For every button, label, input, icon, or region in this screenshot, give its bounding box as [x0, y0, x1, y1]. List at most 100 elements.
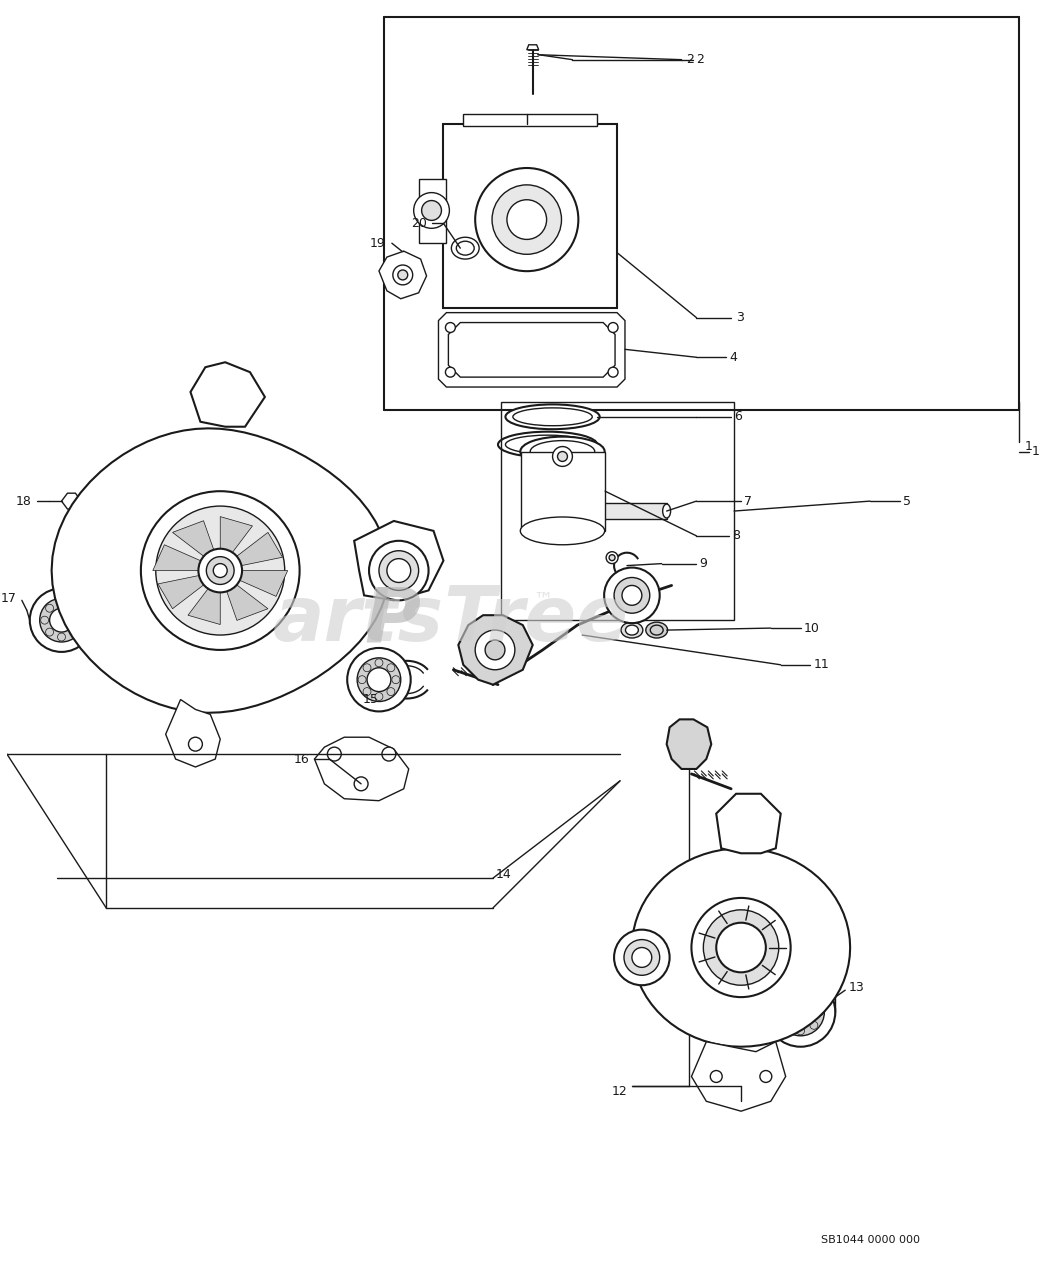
Circle shape — [475, 630, 515, 669]
Circle shape — [387, 687, 395, 695]
Circle shape — [30, 589, 93, 652]
Text: 18: 18 — [16, 494, 31, 508]
Polygon shape — [188, 579, 220, 625]
Circle shape — [379, 550, 419, 590]
Circle shape — [70, 628, 77, 636]
Polygon shape — [51, 429, 388, 713]
Circle shape — [608, 323, 618, 333]
Circle shape — [41, 616, 49, 625]
Circle shape — [485, 640, 505, 660]
Ellipse shape — [451, 237, 479, 259]
Circle shape — [375, 692, 383, 700]
Circle shape — [40, 598, 84, 643]
Circle shape — [348, 648, 410, 712]
Circle shape — [207, 557, 234, 585]
Circle shape — [354, 777, 369, 791]
Text: arts: arts — [272, 584, 444, 657]
Text: 6: 6 — [734, 411, 742, 424]
Ellipse shape — [663, 504, 670, 518]
Circle shape — [507, 200, 547, 239]
Ellipse shape — [456, 241, 474, 255]
Ellipse shape — [607, 552, 618, 563]
Text: 12: 12 — [611, 1085, 627, 1098]
Polygon shape — [62, 493, 81, 509]
Polygon shape — [172, 521, 217, 563]
Ellipse shape — [513, 408, 592, 426]
Ellipse shape — [530, 440, 595, 462]
Polygon shape — [314, 737, 408, 801]
Circle shape — [363, 687, 371, 695]
Polygon shape — [166, 700, 220, 767]
Circle shape — [156, 506, 285, 635]
Circle shape — [614, 929, 669, 986]
Circle shape — [716, 923, 766, 973]
Ellipse shape — [520, 436, 604, 466]
Circle shape — [398, 270, 408, 280]
Circle shape — [608, 367, 618, 378]
Ellipse shape — [498, 431, 597, 457]
Circle shape — [328, 748, 341, 762]
Circle shape — [624, 940, 660, 975]
Text: 16: 16 — [293, 753, 309, 765]
Text: ™: ™ — [532, 591, 552, 609]
Ellipse shape — [505, 404, 599, 429]
Text: 3: 3 — [736, 311, 744, 324]
Text: 8: 8 — [732, 530, 740, 543]
Polygon shape — [438, 312, 625, 387]
Circle shape — [475, 168, 578, 271]
Circle shape — [622, 585, 642, 605]
Text: SB1044 0000 000: SB1044 0000 000 — [821, 1235, 920, 1245]
Circle shape — [50, 608, 73, 632]
Circle shape — [387, 664, 395, 672]
Ellipse shape — [650, 625, 663, 635]
Polygon shape — [716, 794, 781, 854]
Bar — [444, 124, 617, 307]
Circle shape — [74, 616, 82, 625]
Text: 4: 4 — [729, 351, 737, 364]
Circle shape — [367, 668, 390, 691]
Text: 10: 10 — [804, 622, 820, 635]
Circle shape — [797, 989, 805, 997]
Polygon shape — [632, 849, 850, 1047]
Circle shape — [198, 549, 242, 593]
Circle shape — [382, 748, 396, 762]
Text: P: P — [364, 584, 420, 657]
Polygon shape — [158, 573, 213, 609]
Circle shape — [46, 604, 53, 612]
Text: 2: 2 — [687, 54, 694, 67]
Circle shape — [70, 604, 77, 612]
Circle shape — [387, 558, 410, 582]
Polygon shape — [448, 323, 615, 378]
Polygon shape — [458, 616, 532, 685]
Circle shape — [446, 323, 455, 333]
Polygon shape — [691, 1042, 786, 1111]
Ellipse shape — [520, 517, 604, 545]
Circle shape — [369, 540, 428, 600]
Circle shape — [141, 492, 300, 650]
Circle shape — [392, 676, 400, 684]
Text: 1: 1 — [1031, 445, 1040, 458]
Bar — [592, 503, 667, 518]
Circle shape — [815, 1009, 824, 1016]
Circle shape — [614, 577, 649, 613]
Circle shape — [604, 567, 660, 623]
Circle shape — [778, 1009, 786, 1016]
Bar — [419, 179, 447, 243]
Text: 7: 7 — [744, 494, 752, 508]
Circle shape — [766, 978, 835, 1047]
Circle shape — [46, 628, 53, 636]
Circle shape — [632, 947, 651, 968]
Bar — [521, 452, 606, 531]
Ellipse shape — [621, 622, 643, 637]
Polygon shape — [354, 521, 444, 600]
Text: 14: 14 — [496, 868, 512, 881]
Polygon shape — [527, 45, 539, 50]
Circle shape — [413, 192, 449, 228]
Bar — [464, 114, 597, 127]
Circle shape — [446, 367, 455, 378]
Text: 17: 17 — [1, 591, 17, 605]
Polygon shape — [222, 577, 268, 621]
Circle shape — [189, 737, 203, 751]
Ellipse shape — [505, 435, 590, 454]
Circle shape — [810, 1021, 817, 1029]
